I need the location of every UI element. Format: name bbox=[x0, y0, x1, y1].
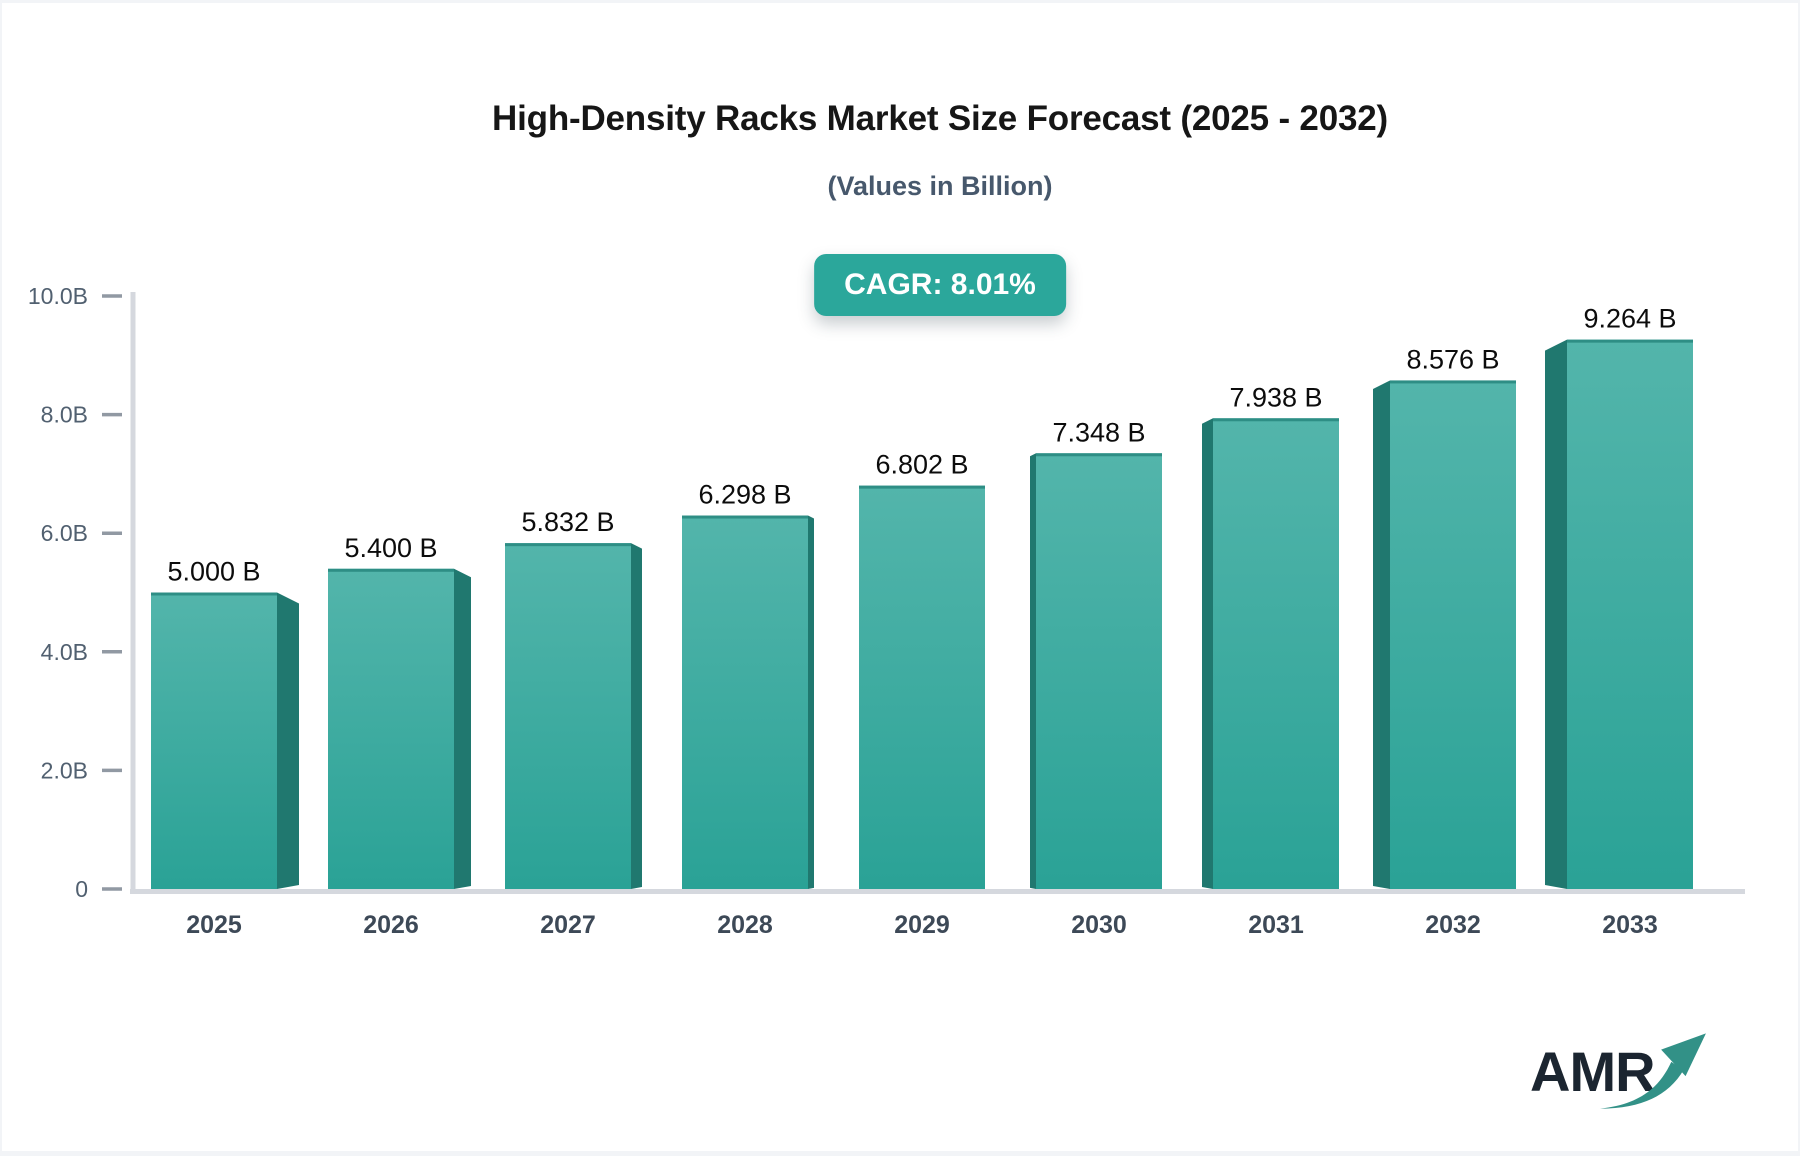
x-axis-label-2025: 2025 bbox=[186, 911, 242, 939]
bar-top-edge bbox=[682, 515, 808, 519]
value-label-2027: 5.832 B bbox=[521, 507, 614, 537]
bar-group-2031: 7.938 B 2031 bbox=[1202, 382, 1339, 939]
bar-top-edge bbox=[1213, 418, 1339, 422]
bar-side-face bbox=[1373, 380, 1390, 889]
bar-front-face bbox=[1390, 380, 1516, 889]
chart-card: High-Density Racks Market Size Forecast … bbox=[2, 3, 1798, 1151]
bar-side-face bbox=[631, 543, 642, 889]
bar-side-face bbox=[1202, 418, 1213, 889]
bar-group-2029: 6.802 B 2029 bbox=[859, 450, 985, 939]
bar-front-face bbox=[859, 485, 985, 889]
bar-front-face bbox=[1036, 453, 1162, 889]
bar-top-edge bbox=[1036, 453, 1162, 457]
bar-front-face bbox=[1213, 418, 1339, 889]
chart-title: High-Density Racks Market Size Forecast … bbox=[492, 99, 1388, 138]
bar-front-face bbox=[682, 515, 808, 889]
value-label-2025: 5.000 B bbox=[167, 557, 260, 587]
value-label-2026: 5.400 B bbox=[344, 533, 437, 563]
bar-front-face bbox=[151, 592, 277, 889]
bar-side-face bbox=[277, 592, 299, 889]
bar-front-face bbox=[328, 568, 454, 889]
x-axis-label-2033: 2033 bbox=[1602, 911, 1658, 939]
bar-top-edge bbox=[151, 592, 277, 596]
x-axis-label-2032: 2032 bbox=[1425, 911, 1481, 939]
market-size-bar-chart: 0 2.0B 4.0B 6.0B 8.0B 10.0B 5.000 B 2025 5.400 B… bbox=[28, 283, 1745, 939]
y-axis-tick-label: 4.0B bbox=[41, 639, 88, 665]
x-axis-label-2027: 2027 bbox=[540, 911, 596, 939]
y-axis-tick-label: 8.0B bbox=[41, 402, 88, 428]
bar-group-2026: 5.400 B 2026 bbox=[328, 533, 471, 939]
growth-arrow-icon bbox=[1600, 1033, 1706, 1109]
bar-top-edge bbox=[505, 543, 631, 547]
bar-group-2025: 5.000 B 2025 bbox=[151, 557, 299, 939]
bar-side-face bbox=[1030, 453, 1036, 889]
bar-side-face bbox=[808, 515, 814, 889]
y-axis-tick-label: 6.0B bbox=[41, 520, 88, 546]
value-label-2031: 7.938 B bbox=[1229, 382, 1322, 412]
value-label-2032: 8.576 B bbox=[1406, 344, 1499, 374]
y-axis-tick-label: 0 bbox=[75, 876, 88, 902]
y-axis-tick-label: 2.0B bbox=[41, 757, 88, 783]
value-label-2030: 7.348 B bbox=[1052, 417, 1145, 447]
bar-side-face bbox=[454, 568, 471, 889]
value-label-2028: 6.298 B bbox=[698, 480, 791, 510]
x-axis-label-2028: 2028 bbox=[717, 911, 773, 939]
x-axis-baseline bbox=[130, 889, 1745, 894]
value-label-2029: 6.802 B bbox=[875, 450, 968, 480]
bar-top-edge bbox=[1390, 380, 1516, 384]
x-axis-label-2031: 2031 bbox=[1248, 911, 1304, 939]
bar-top-edge bbox=[1567, 339, 1693, 343]
cagr-badge: CAGR: 8.01% bbox=[814, 254, 1066, 316]
amr-logo-text: AMR bbox=[1530, 1040, 1656, 1103]
bar-top-edge bbox=[859, 485, 985, 489]
bar-group-2033: 9.264 B 2033 bbox=[1545, 304, 1693, 939]
x-axis-label-2030: 2030 bbox=[1071, 911, 1127, 939]
bar-group-2032: 8.576 B 2032 bbox=[1373, 344, 1516, 939]
value-label-2033: 9.264 B bbox=[1583, 304, 1676, 334]
bar-group-2028: 6.298 B 2028 bbox=[682, 480, 814, 939]
bar-group-2027: 5.832 B 2027 bbox=[505, 507, 642, 939]
amr-logo: AMR bbox=[1530, 1033, 1720, 1129]
bar-group-2030: 7.348 B 2030 bbox=[1030, 417, 1162, 939]
bar-top-edge bbox=[328, 568, 454, 572]
x-axis-label-2029: 2029 bbox=[894, 911, 950, 939]
y-axis-tick-label: 10.0B bbox=[28, 283, 88, 309]
x-axis-label-2026: 2026 bbox=[363, 911, 419, 939]
bar-front-face bbox=[505, 543, 631, 889]
chart-subtitle: (Values in Billion) bbox=[827, 171, 1053, 201]
bar-side-face bbox=[1545, 339, 1567, 890]
bar-front-face bbox=[1567, 339, 1693, 890]
